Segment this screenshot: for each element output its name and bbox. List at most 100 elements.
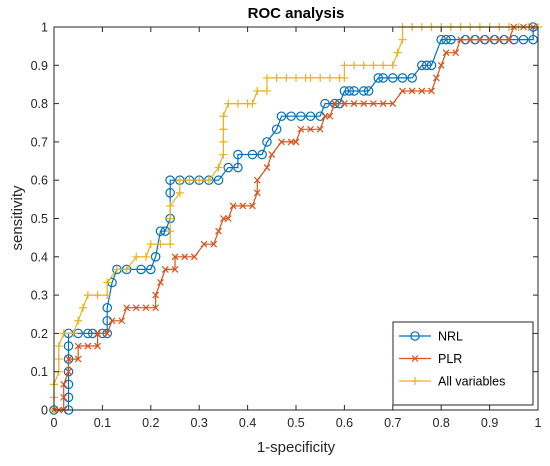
data-point-2-8 (74, 316, 83, 325)
data-point-1-43 (316, 125, 324, 133)
data-point-0-19 (146, 264, 156, 275)
data-point-0-48 (349, 86, 359, 96)
data-point-1-40 (292, 138, 300, 146)
data-point-2-23 (166, 201, 175, 210)
legend-label-1: PLR (438, 352, 462, 366)
data-point-1-38 (278, 138, 285, 146)
data-point-2-19 (156, 240, 165, 249)
data-point-1-63 (476, 36, 484, 44)
x-axis-label: 1-specificity (257, 439, 336, 456)
data-point-1-55 (418, 87, 426, 95)
x-tick-label-7: 0.7 (384, 416, 401, 430)
data-point-1-41 (297, 125, 305, 133)
y-tick-label-5: 0.5 (31, 212, 48, 226)
data-point-2-38 (253, 86, 262, 95)
data-point-2-32 (219, 125, 228, 134)
y-tick-label-2: 0.2 (31, 327, 48, 341)
data-point-0-57 (421, 60, 432, 71)
legend: NRL PLR All variables (392, 321, 534, 406)
data-point-1-48 (350, 100, 358, 108)
data-point-1-57 (432, 74, 440, 82)
data-point-2-47 (325, 73, 334, 82)
data-point-1-45 (326, 112, 334, 120)
data-point-0-36 (262, 137, 272, 147)
data-point-0-69 (528, 34, 538, 45)
data-point-1-13 (108, 317, 116, 325)
data-point-0-6 (63, 341, 74, 351)
data-point-1-61 (457, 36, 464, 44)
data-point-1-50 (370, 100, 377, 108)
data-point-2-16 (132, 252, 141, 261)
data-point-1-37 (268, 151, 276, 158)
data-point-2-50 (340, 61, 349, 70)
x-tick-label-5: 0.5 (287, 416, 304, 430)
legend-marker-2 (411, 377, 419, 385)
data-point-2-5 (54, 342, 63, 351)
data-point-0-14 (102, 302, 113, 313)
data-point-1-12 (103, 329, 111, 337)
data-point-2-34 (224, 99, 233, 108)
data-point-0-39 (286, 111, 296, 122)
data-point-1-22 (171, 266, 179, 273)
data-point-1-8 (74, 342, 82, 350)
data-point-2-9 (79, 303, 88, 312)
data-point-1-53 (399, 87, 406, 95)
data-point-2-55 (388, 61, 397, 70)
data-point-1-64 (486, 36, 494, 44)
data-point-1-31 (229, 202, 237, 210)
data-point-0-55 (407, 73, 417, 83)
data-point-0-61 (446, 34, 456, 45)
x-tick-label-4: 0.4 (239, 416, 256, 430)
data-point-1-11 (94, 329, 101, 337)
data-point-1-47 (340, 100, 348, 108)
x-tick-label-6: 0.6 (336, 416, 353, 430)
data-point-1-17 (142, 304, 150, 312)
data-point-1-65 (495, 36, 503, 44)
data-point-0-58 (426, 60, 437, 71)
data-point-1-59 (442, 49, 450, 57)
x-tick-label-8: 0.8 (433, 416, 450, 430)
data-point-2-56 (393, 48, 402, 57)
data-point-1-34 (253, 189, 261, 197)
data-point-0-21 (155, 226, 166, 236)
data-point-1-32 (239, 202, 247, 210)
data-point-2-37 (248, 99, 257, 108)
data-point-2-39 (262, 86, 271, 95)
data-point-2-11 (93, 291, 102, 300)
data-point-0-54 (397, 73, 408, 83)
x-tick-label-10: 1 (535, 416, 542, 430)
data-point-2-46 (316, 73, 325, 82)
data-point-1-42 (307, 125, 314, 133)
data-point-2-15 (122, 265, 131, 274)
data-point-1-6 (65, 355, 72, 363)
legend-label-2: All variables (438, 375, 505, 389)
data-point-1-25 (190, 253, 198, 261)
data-point-1-54 (408, 87, 416, 95)
data-point-0-37 (271, 124, 282, 135)
data-point-2-10 (83, 291, 92, 300)
data-point-2-14 (112, 265, 121, 274)
data-point-2-29 (214, 163, 223, 172)
data-point-1-30 (224, 215, 232, 222)
x-tick-label-1: 0.1 (94, 416, 111, 430)
data-point-1-19 (152, 291, 160, 299)
data-point-2-33 (219, 112, 228, 121)
x-tick-label-2: 0.2 (142, 416, 159, 430)
data-point-2-52 (359, 61, 368, 70)
data-point-0-41 (305, 111, 316, 122)
data-point-2-7 (69, 329, 78, 338)
data-point-0-50 (363, 86, 374, 96)
y-tick-label-0: 0 (41, 404, 48, 418)
y-tick-label-1: 0.1 (31, 365, 48, 379)
data-point-1-20 (157, 279, 164, 286)
data-point-1-66 (505, 36, 513, 44)
data-point-1-15 (123, 304, 131, 312)
data-point-2-28 (204, 176, 213, 185)
data-point-0-24 (165, 188, 175, 198)
data-point-0-31 (223, 162, 234, 173)
data-point-2-12 (103, 291, 112, 300)
data-point-2-24 (175, 188, 184, 197)
data-point-1-23 (171, 253, 179, 261)
